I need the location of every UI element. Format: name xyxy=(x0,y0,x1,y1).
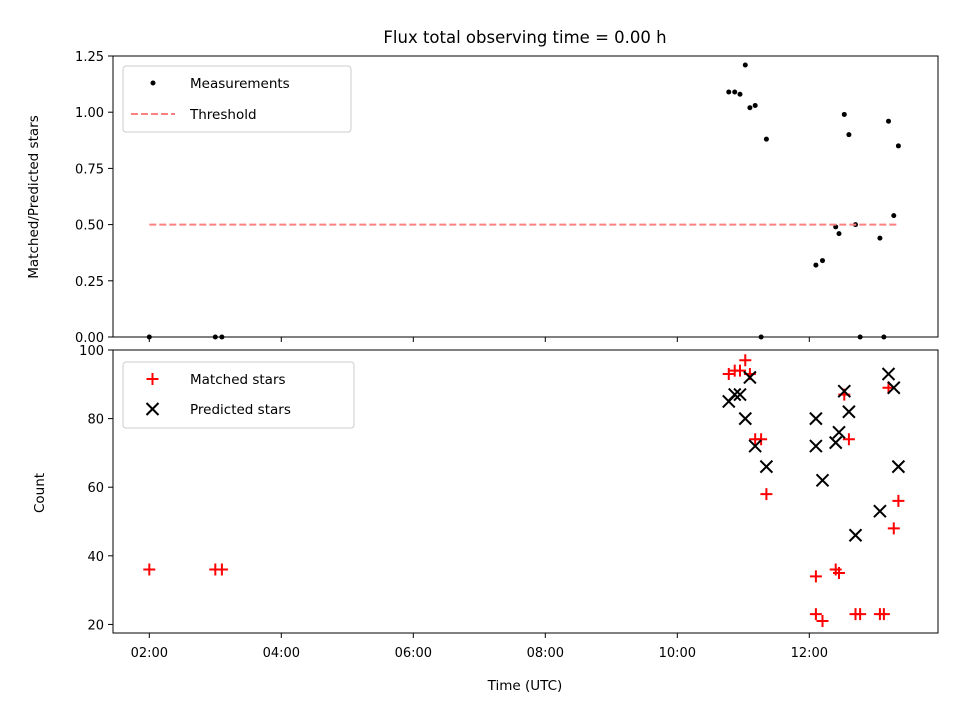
matched-stars-point xyxy=(887,522,900,535)
measurements-point xyxy=(747,105,753,111)
matched-stars-point xyxy=(215,563,228,576)
legend-measurements-marker xyxy=(150,80,156,86)
y-tick-label: 40 xyxy=(87,550,104,565)
matched-stars-point xyxy=(739,354,752,367)
matched-stars-point xyxy=(734,364,746,377)
measurements-point xyxy=(846,132,852,138)
predicted-stars-point xyxy=(759,459,774,474)
matched-stars-point xyxy=(760,488,773,501)
bottom-panel-ticks: 02:00 04:00 06:00 08:00 10:00 12:00 20 40 60 80 10… xyxy=(79,344,828,661)
measurements-point xyxy=(758,334,764,340)
y-tick-label: 100 xyxy=(79,344,104,359)
matched-stars-point xyxy=(892,494,905,507)
measurements-point xyxy=(813,262,819,268)
legend-predicted-stars-label: Predicted stars xyxy=(190,402,291,418)
matched-stars-point xyxy=(809,570,822,583)
bottom-panel-frame xyxy=(112,349,939,634)
matched-stars-point xyxy=(809,608,822,621)
measurements-point xyxy=(763,136,769,142)
bottom-panel-marks xyxy=(143,354,906,627)
predicted-stars-point xyxy=(837,384,851,398)
legend-matched-stars-label: Matched stars xyxy=(190,372,286,388)
y-tick-label: 0.50 xyxy=(75,219,104,234)
measurements-point xyxy=(877,235,883,241)
top-panel-legend: Measurements Threshold xyxy=(122,65,352,133)
top-panel: 0.00 0.25 0.50 0.75 1.00 1.25 Matched/Predict… xyxy=(26,50,939,346)
y-tick-label: 60 xyxy=(87,481,104,496)
measurements-point xyxy=(886,118,891,124)
predicted-stars-point xyxy=(842,405,856,419)
predicted-stars-point xyxy=(881,367,896,381)
y-tick-label: 0.00 xyxy=(75,331,104,346)
y-tick-label: 0.25 xyxy=(75,275,104,290)
matched-stars-point xyxy=(877,608,890,621)
predicted-stars-point xyxy=(828,435,843,450)
top-panel-y-axis-label: Matched/Predicted stars xyxy=(26,115,42,278)
measurements-point xyxy=(891,213,897,219)
matched-stars-point xyxy=(143,563,156,576)
x-tick-label: 12:00 xyxy=(791,646,828,661)
top-panel-title: Flux total observing time = 0.00 h xyxy=(383,28,666,47)
legend-matched-stars-marker xyxy=(146,373,159,385)
predicted-stars-point xyxy=(733,387,747,402)
measurements-point xyxy=(752,102,758,108)
y-tick-label: 1.00 xyxy=(75,106,104,121)
measurements-point xyxy=(895,143,901,149)
predicted-stars-point xyxy=(848,528,863,542)
measurements-point xyxy=(881,334,887,340)
predicted-stars-point xyxy=(738,411,752,426)
predicted-stars-point xyxy=(891,459,906,474)
predicted-stars-point xyxy=(873,504,887,518)
y-tick-label: 0.75 xyxy=(75,162,104,177)
measurements-point xyxy=(726,89,732,95)
matched-stars-point xyxy=(833,566,845,579)
predicted-stars-point xyxy=(815,473,830,488)
matched-stars-point xyxy=(854,608,867,621)
measurements-point xyxy=(146,334,152,340)
bottom-panel-y-axis-label: Count xyxy=(32,473,48,513)
top-panel-frame xyxy=(112,55,939,338)
top-panel-marks xyxy=(146,62,901,340)
x-tick-label: 04:00 xyxy=(263,646,300,661)
y-tick-label: 1.25 xyxy=(75,50,104,65)
predicted-stars-point xyxy=(887,381,901,395)
x-tick-label: 02:00 xyxy=(131,646,168,661)
measurements-point xyxy=(219,334,225,340)
predicted-stars-point xyxy=(809,411,823,426)
legend-measurements-label: Measurements xyxy=(190,76,290,92)
predicted-stars-point xyxy=(748,439,762,453)
measurements-point xyxy=(212,334,218,340)
bottom-panel: 02:00 04:00 06:00 08:00 10:00 12:00 20 40 60 80 10… xyxy=(32,344,939,694)
measurements-point xyxy=(732,89,738,95)
measurements-point xyxy=(820,258,825,264)
x-tick-label: 08:00 xyxy=(527,646,564,661)
measurements-point xyxy=(841,111,847,117)
x-axis-label: Time (UTC) xyxy=(487,678,563,694)
matched-stars-point xyxy=(842,433,855,446)
top-panel-ticks: 0.00 0.25 0.50 0.75 1.00 1.25 xyxy=(75,50,810,346)
top-panel-legend-box xyxy=(122,65,352,133)
y-tick-label: 20 xyxy=(87,618,104,633)
measurements-point xyxy=(836,231,842,237)
predicted-stars-point xyxy=(728,387,742,402)
x-tick-label: 10:00 xyxy=(659,646,696,661)
measurements-point xyxy=(737,91,743,97)
measurements-point xyxy=(742,62,748,68)
y-tick-label: 80 xyxy=(87,413,104,428)
predicted-stars-point xyxy=(832,425,846,440)
bottom-panel-legend: Matched stars Predicted stars xyxy=(122,361,355,429)
matched-stars-point xyxy=(816,614,829,627)
predicted-stars-point xyxy=(809,439,823,453)
matched-stars-point xyxy=(755,433,768,446)
x-tick-label: 06:00 xyxy=(395,646,432,661)
legend-predicted-stars-marker xyxy=(145,402,160,416)
bottom-panel-legend-box xyxy=(122,361,355,429)
predicted-stars-point xyxy=(743,370,757,385)
legend-threshold-label: Threshold xyxy=(189,107,257,123)
measurements-point xyxy=(857,334,863,340)
